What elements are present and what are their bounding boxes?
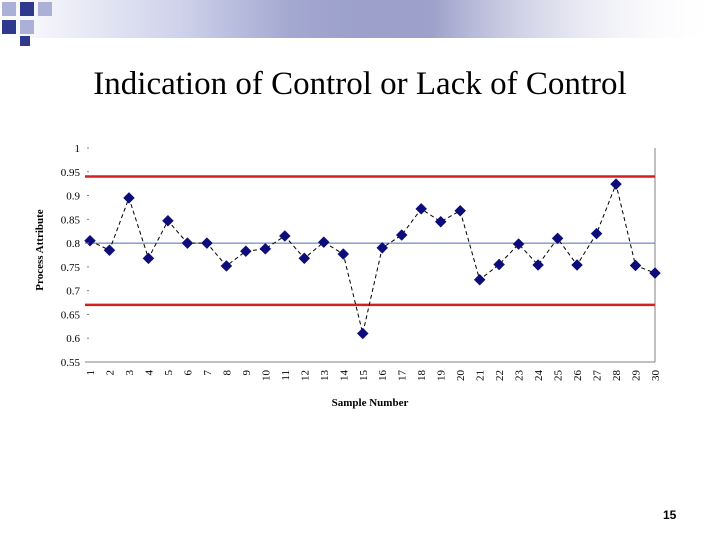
data-point-marker: [571, 259, 583, 271]
y-tick-label: 0.55: [61, 357, 81, 369]
data-point-marker: [142, 252, 155, 265]
y-tick-label: 0.85: [61, 214, 81, 226]
data-point-marker: [629, 259, 642, 272]
data-point-marker: [317, 236, 330, 249]
data-point-marker: [512, 238, 525, 250]
x-tick-label: 9: [241, 370, 253, 376]
y-axis-label: Process Attribute: [34, 209, 46, 290]
data-point-marker: [240, 245, 252, 258]
data-point-marker: [356, 327, 369, 340]
x-tick-label: 18: [416, 370, 428, 382]
data-point-marker: [532, 259, 544, 271]
x-tick-label: 29: [631, 370, 643, 382]
x-tick-label: 12: [299, 370, 311, 381]
x-tick-label: 25: [553, 370, 565, 382]
data-point-marker: [220, 260, 233, 272]
x-tick-label: 20: [455, 370, 467, 382]
x-tick-label: 1: [85, 370, 97, 376]
data-point-marker: [376, 242, 389, 254]
data-point-marker: [473, 273, 486, 286]
x-tick-label: 3: [124, 370, 136, 376]
data-point-marker: [649, 267, 661, 279]
decor-square-3: [38, 2, 52, 16]
data-point-marker: [181, 237, 194, 249]
x-tick-label: 8: [221, 370, 233, 376]
x-tick-label: 7: [202, 370, 214, 376]
data-point-marker: [278, 230, 291, 242]
x-tick-label: 30: [650, 370, 662, 382]
decor-square-4: [2, 20, 16, 34]
data-point-marker: [123, 192, 135, 204]
x-tick-label: 10: [260, 370, 272, 382]
data-point-marker: [493, 258, 505, 271]
y-tick-label: 0.75: [61, 262, 81, 274]
x-tick-label: 27: [592, 370, 604, 382]
series-dashed-line: [89, 182, 656, 334]
x-tick-label: 6: [182, 370, 194, 376]
data-point-marker: [162, 214, 174, 227]
data-point-marker: [201, 237, 213, 249]
decor-square-1: [2, 2, 16, 16]
y-tick-label: 0.95: [61, 167, 81, 179]
page-number: 15: [663, 508, 677, 522]
x-tick-label: 19: [436, 370, 448, 382]
decor-square-6: [20, 36, 30, 46]
x-tick-label: 17: [397, 370, 409, 382]
x-tick-label: 4: [143, 370, 155, 376]
x-tick-label: 16: [377, 370, 389, 382]
y-tick-label: 1: [75, 143, 81, 155]
header-gradient-fade: [0, 0, 720, 38]
data-point-marker: [551, 232, 564, 245]
slide-title: Indication of Control or Lack of Control: [93, 66, 627, 102]
data-point-marker: [103, 244, 116, 257]
decor-square-5: [20, 20, 34, 34]
y-tick-label: 0.8: [66, 238, 80, 250]
x-tick-label: 21: [475, 370, 487, 381]
y-tick-label: 0.6: [66, 333, 80, 345]
data-point-marker: [454, 204, 467, 217]
x-tick-label: 24: [533, 370, 545, 382]
x-tick-label: 22: [494, 370, 506, 381]
data-point-marker: [259, 242, 272, 255]
data-point-marker: [590, 227, 603, 240]
x-tick-label: 23: [514, 370, 526, 382]
y-tick-label: 0.65: [61, 309, 81, 321]
data-point-marker: [298, 252, 311, 265]
data-point-marker: [610, 178, 622, 190]
x-tick-label: 28: [611, 370, 623, 382]
y-tick-label: 0.7: [66, 286, 80, 298]
x-tick-label: 26: [572, 370, 584, 382]
data-point-marker: [434, 215, 447, 228]
x-tick-label: 15: [358, 370, 370, 382]
x-tick-label: 11: [280, 370, 292, 381]
x-axis-label: Sample Number: [332, 397, 409, 409]
data-point-marker: [415, 203, 428, 215]
data-point-marker: [337, 248, 350, 260]
data-point-marker: [84, 234, 96, 247]
x-tick-label: 14: [338, 370, 350, 382]
decor-square-2: [20, 2, 34, 16]
x-tick-label: 5: [163, 370, 175, 376]
data-point-marker: [395, 229, 408, 241]
x-tick-label: 13: [319, 370, 331, 382]
decorative-squares: [0, 0, 60, 50]
x-tick-label: 2: [104, 370, 116, 376]
y-tick-label: 0.9: [66, 191, 80, 203]
